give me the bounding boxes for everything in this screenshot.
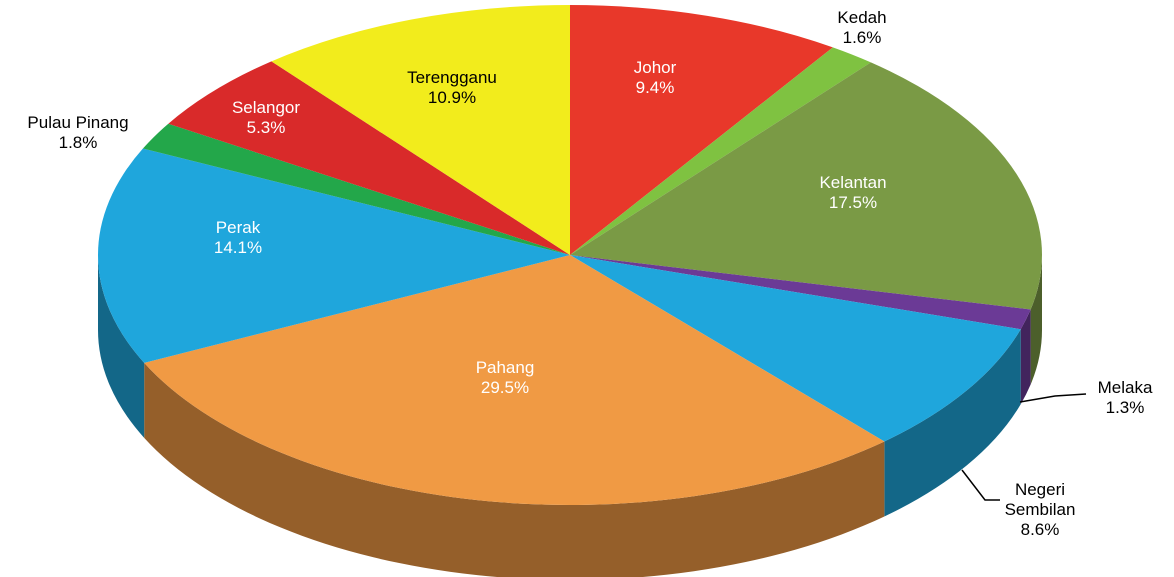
slice [570,255,1021,442]
value-label: 1.3% [1105,398,1145,417]
slice [271,5,570,255]
value-label: 9.4% [635,78,675,97]
slice [142,123,570,255]
slice-label: Pahang 29.5% [476,358,535,398]
slice-label: Perak 14.1% [214,218,262,258]
category-label: Negeri Sembilan [1004,480,1076,519]
category-label: Pulau Pinang [27,113,129,132]
value-label: 29.5% [480,378,530,397]
category-label: Melaka [1097,378,1153,397]
slice-label: Negeri Sembilan 8.6% [995,480,1085,540]
value-label: 10.9% [427,88,477,107]
value-label: 14.1% [213,238,263,257]
slice-side [884,329,1021,517]
category-label: Terengganu [407,68,497,87]
slice-label: Selangor 5.3% [232,98,300,138]
slice [168,61,570,255]
slice [570,5,833,255]
slice-label: Terengganu 10.9% [407,68,497,108]
slice [97,148,570,363]
slice [570,62,1042,310]
value-label: 17.5% [828,193,878,212]
slice-label: Melaka 1.3% [1098,378,1153,418]
value-label: 1.6% [842,28,882,47]
slice-side [98,255,145,438]
slice-side [1020,309,1031,405]
leader-line [961,469,1000,501]
slice [570,47,871,255]
category-label: Pahang [475,358,535,377]
value-label: 8.6% [1020,520,1060,539]
value-label: 5.3% [246,118,286,137]
leader-line [1019,393,1087,403]
slice-side [144,362,885,577]
category-label: Kedah [837,8,887,27]
slice-label: Kelantan 17.5% [819,173,886,213]
category-label: Johor [633,58,677,77]
slice-label: Pulau Pinang 1.8% [27,113,128,153]
slice-label: Johor 9.4% [634,58,677,98]
slice [144,255,885,506]
slice-label: Kedah 1.6% [837,8,886,48]
value-label: 1.8% [58,133,98,152]
slice-side [1030,255,1042,385]
category-label: Kelantan [819,173,887,192]
category-label: Selangor [231,98,301,117]
slice [570,255,1031,330]
category-label: Perak [215,218,261,237]
